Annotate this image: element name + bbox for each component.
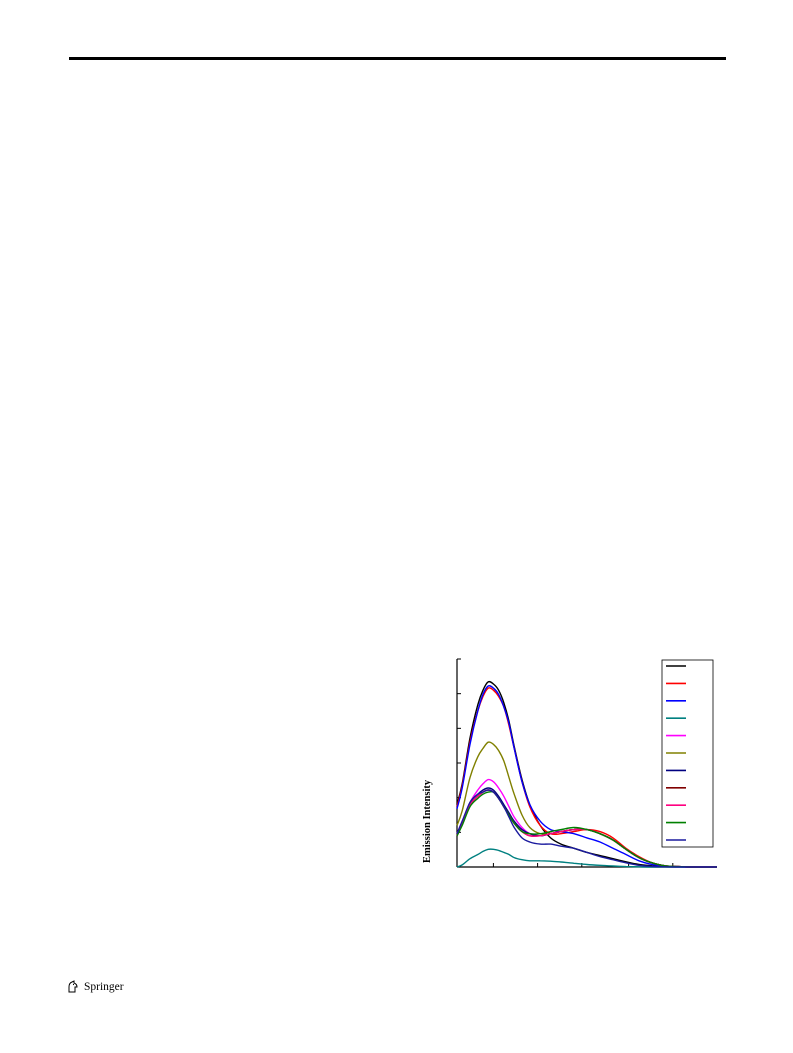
y-axis-label: Emission Intensity xyxy=(422,779,433,863)
series-line-11 xyxy=(456,789,717,868)
series-line-3 xyxy=(456,685,717,868)
series-line-10 xyxy=(456,790,718,868)
series-line-4 xyxy=(456,848,717,868)
publisher-name: Springer xyxy=(84,981,124,993)
footer: Springer xyxy=(66,980,124,994)
header-rule xyxy=(69,57,726,60)
emission-spectrum-figure: Emission Intensity xyxy=(406,651,726,881)
emission-chart xyxy=(456,658,718,868)
springer-horse-icon xyxy=(68,980,78,993)
